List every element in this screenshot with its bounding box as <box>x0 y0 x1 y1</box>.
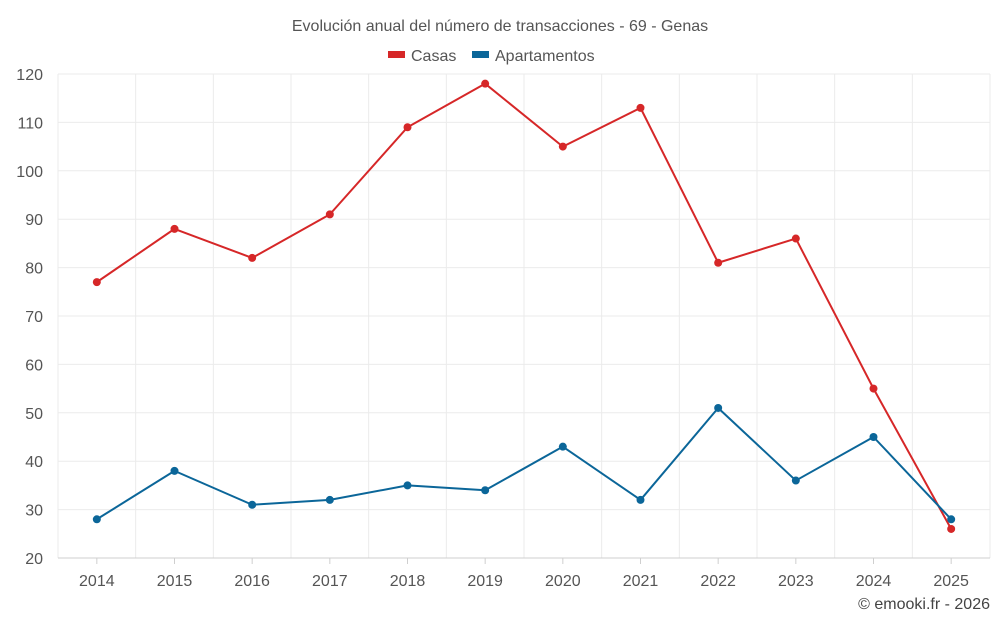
data-point-casas[interactable] <box>92 278 101 287</box>
axes: 20 30 40 50 60 70 80 90 100 110 120 2014 2015 2016 201… <box>16 67 990 590</box>
data-point-apartamentos[interactable] <box>791 476 800 485</box>
legend-swatch-apartamentos <box>472 51 489 58</box>
data-point-casas[interactable] <box>947 524 956 533</box>
x-tick-label: 2021 <box>623 573 659 590</box>
series-line-apartamentos <box>96 406 952 521</box>
y-tick-label: 70 <box>25 309 43 326</box>
legend-swatch-casas <box>388 51 405 58</box>
data-point-apartamentos[interactable] <box>869 433 878 441</box>
y-tick-label: 120 <box>16 67 43 84</box>
data-point-apartamentos[interactable] <box>92 515 101 524</box>
data-point-casas[interactable] <box>170 224 179 233</box>
data-point-apartamentos[interactable] <box>714 403 723 412</box>
series-line-casas <box>96 82 953 530</box>
y-tick-label: 20 <box>25 551 43 568</box>
x-tick-label: 2018 <box>390 573 426 590</box>
y-tick-label: 40 <box>25 454 43 471</box>
x-tick-label: 2015 <box>157 573 193 590</box>
x-tick-label: 2022 <box>700 573 736 590</box>
data-point-apartamentos[interactable] <box>170 466 179 475</box>
grid <box>57 73 991 559</box>
x-tick-label: 2017 <box>312 573 348 590</box>
y-tick-label: 90 <box>25 212 43 229</box>
data-point-casas[interactable] <box>248 253 257 262</box>
series <box>92 79 956 533</box>
x-tick-label: 2020 <box>545 573 581 590</box>
x-tick-label: 2024 <box>856 573 892 590</box>
y-tick-label: 30 <box>25 503 43 520</box>
data-point-casas[interactable] <box>558 142 567 151</box>
legend-label-casas[interactable]: Casas <box>411 48 456 65</box>
data-point-apartamentos[interactable] <box>403 481 412 490</box>
data-point-apartamentos[interactable] <box>325 495 334 504</box>
y-tick-label: 50 <box>25 406 43 423</box>
x-tick-label: 2016 <box>234 573 270 590</box>
x-tick-label: 2019 <box>467 573 503 590</box>
data-point-apartamentos[interactable] <box>947 515 956 524</box>
y-tick-label: 80 <box>25 261 43 278</box>
data-point-apartamentos[interactable] <box>636 495 645 504</box>
data-point-casas[interactable] <box>791 234 800 243</box>
legend: Casas Apartamentos <box>388 48 595 65</box>
data-point-casas[interactable] <box>325 210 334 219</box>
x-tick-label: 2014 <box>79 573 115 590</box>
x-tick-label: 2025 <box>933 573 969 590</box>
data-point-apartamentos[interactable] <box>248 500 257 509</box>
chart-title: Evolución anual del número de transaccio… <box>292 18 708 35</box>
data-point-casas[interactable] <box>636 103 645 112</box>
data-point-apartamentos[interactable] <box>481 486 490 495</box>
x-tick-label: 2023 <box>778 573 814 590</box>
data-point-casas[interactable] <box>869 384 878 393</box>
data-point-casas[interactable] <box>714 258 723 267</box>
data-point-casas[interactable] <box>481 79 490 88</box>
credit-text: © emooki.fr - 2026 <box>858 596 990 613</box>
data-point-casas[interactable] <box>403 123 412 132</box>
y-tick-label: 110 <box>17 115 43 132</box>
data-point-apartamentos[interactable] <box>558 442 567 451</box>
y-tick-label: 60 <box>25 357 43 374</box>
y-tick-label: 100 <box>16 164 43 181</box>
legend-label-apartamentos[interactable]: Apartamentos <box>495 48 595 65</box>
